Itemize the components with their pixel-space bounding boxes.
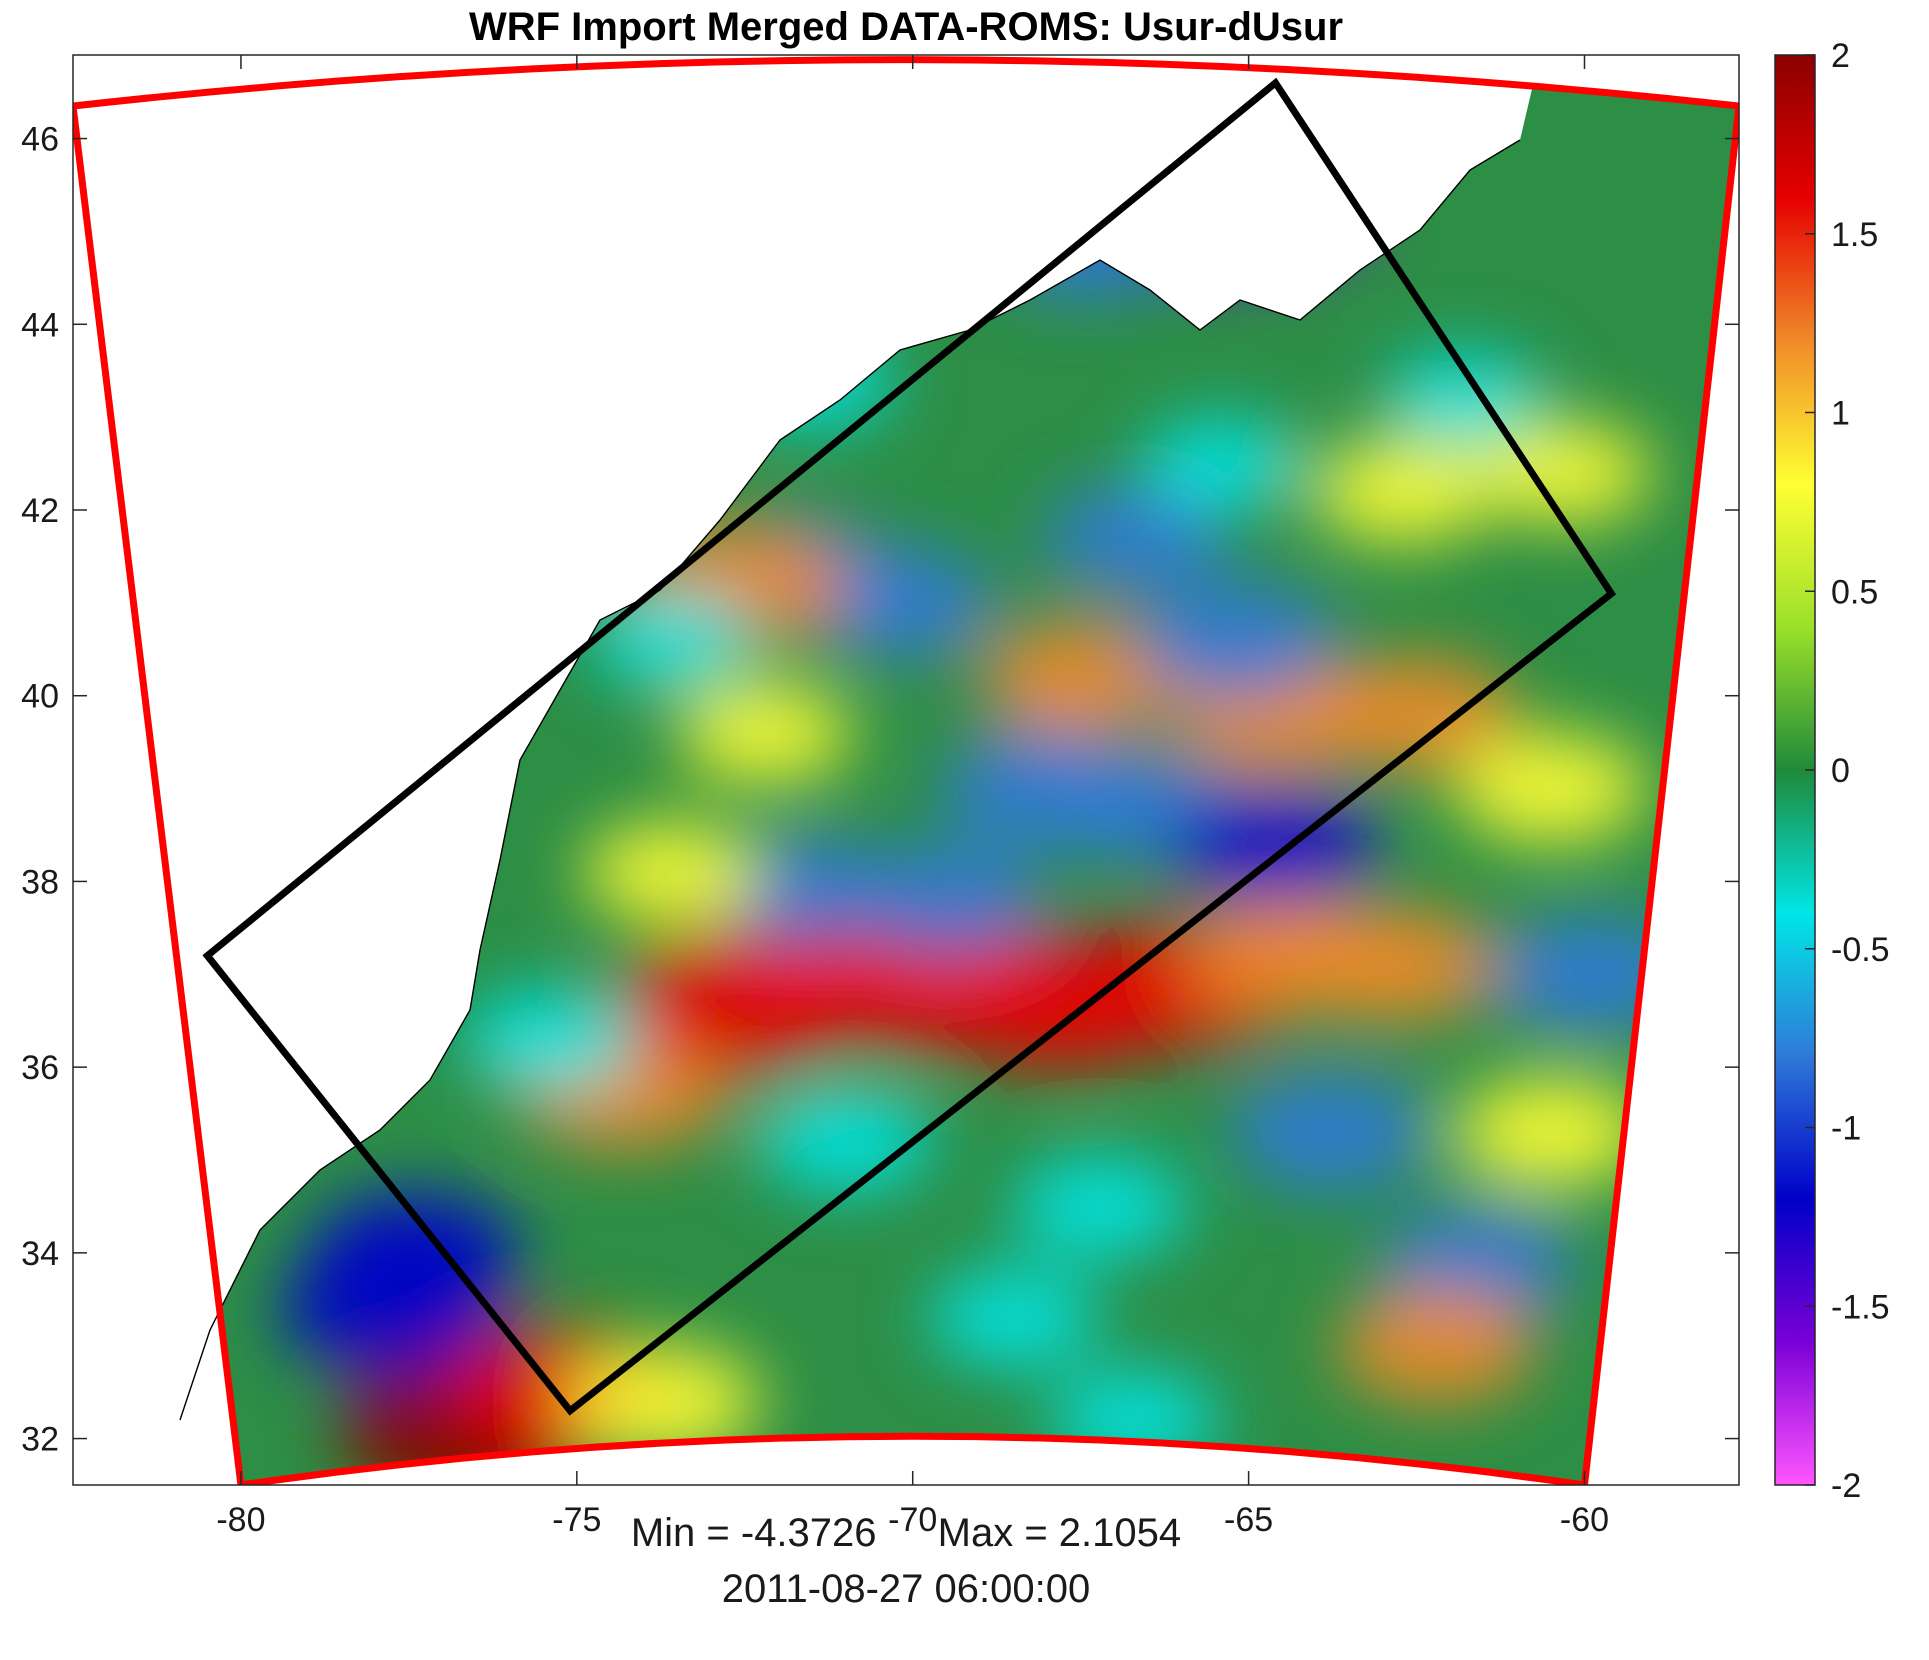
field-blob bbox=[1229, 1074, 1430, 1191]
field-blob bbox=[852, 845, 1041, 955]
min-max-label: Min = -4.3726 Max = 2.1054 bbox=[631, 1511, 1181, 1555]
min-label: Min = -4.3726 bbox=[631, 1511, 877, 1555]
field-blob bbox=[588, 592, 753, 688]
x-tick-label: -60 bbox=[1560, 1501, 1609, 1539]
max-label: Max = 2.1054 bbox=[938, 1511, 1182, 1555]
axes-frame bbox=[72, 54, 1740, 1486]
field-blob bbox=[928, 1268, 1099, 1367]
field-blob bbox=[1142, 418, 1301, 509]
x-tick-label: -75 bbox=[552, 1501, 601, 1539]
inner-domain-boundary bbox=[202, 77, 1617, 1416]
field-blob bbox=[805, 548, 994, 658]
colorbar-tick-label: -1 bbox=[1831, 1110, 1861, 1148]
y-tick-label: 32 bbox=[21, 1421, 59, 1459]
field-blob bbox=[1312, 438, 1495, 545]
field-blob bbox=[582, 821, 759, 923]
colorbar-ticks: 2 1.5 1 0.5 0 -0.5 -1 -1.5 -2 bbox=[1805, 37, 1890, 1505]
field-blob bbox=[757, 1090, 934, 1193]
timestamp-label: 2011-08-27 06:00:00 bbox=[722, 1567, 1090, 1611]
field-blob bbox=[1453, 1075, 1648, 1189]
field-blob bbox=[1384, 353, 1543, 444]
field-blob bbox=[461, 988, 638, 1091]
field-blob bbox=[1043, 485, 1226, 591]
field-blob bbox=[1336, 1287, 1537, 1404]
field-blob bbox=[676, 682, 853, 784]
colorbar-tick-label: 2 bbox=[1831, 37, 1850, 75]
field-blob bbox=[980, 619, 1181, 736]
field-blob bbox=[1012, 1155, 1189, 1258]
x-tick-label: -65 bbox=[1224, 1501, 1273, 1539]
colorbar-tick-label: -1.5 bbox=[1831, 1288, 1890, 1326]
y-tick-label: 42 bbox=[21, 492, 59, 530]
field-blob bbox=[279, 1245, 498, 1372]
y-tick-label: 36 bbox=[21, 1049, 59, 1087]
field-blob bbox=[1316, 656, 1517, 773]
colorbar-tick-label: -2 bbox=[1831, 1467, 1861, 1505]
field-blob bbox=[1296, 907, 1497, 1023]
y-tick-label: 38 bbox=[21, 863, 59, 901]
field-blob bbox=[714, 838, 897, 944]
colorbar-tick-label: 0 bbox=[1831, 752, 1850, 790]
field-blob bbox=[1135, 582, 1336, 698]
y-tick-label: 44 bbox=[21, 306, 59, 344]
x-tick-label: -80 bbox=[216, 1501, 265, 1539]
y-tick-label: 40 bbox=[21, 678, 59, 716]
outer-domain-boundary bbox=[73, 56, 1739, 1485]
y-tick-label: 34 bbox=[21, 1235, 59, 1273]
colorbar-tick-label: 1 bbox=[1831, 395, 1850, 433]
y-axis-ticks: 32 34 36 38 40 42 44 46 bbox=[21, 121, 1739, 1459]
y-tick-label: 46 bbox=[21, 121, 59, 159]
colorbar-tick-label: 0.5 bbox=[1831, 573, 1878, 611]
x-tick-label: -70 bbox=[888, 1501, 937, 1539]
x-axis-ticks: -80 -75 -70 -65 -60 bbox=[216, 55, 1609, 1539]
field-blob bbox=[1476, 422, 1653, 524]
land-mask bbox=[73, 59, 1540, 1485]
field-blob bbox=[1453, 732, 1648, 845]
chart-title: WRF Import Merged DATA-ROMS: Usur-dUsur bbox=[469, 5, 1343, 49]
colorbar-tick-label: 1.5 bbox=[1831, 216, 1878, 254]
coastline bbox=[179, 139, 1521, 1421]
colorbar-tick-label: -0.5 bbox=[1831, 931, 1890, 969]
